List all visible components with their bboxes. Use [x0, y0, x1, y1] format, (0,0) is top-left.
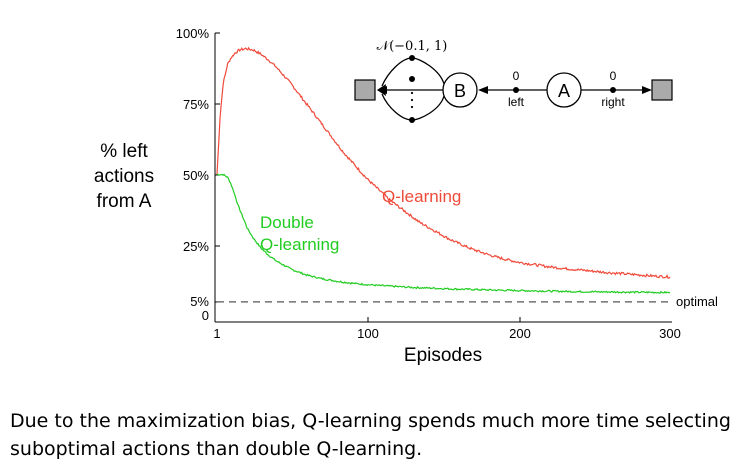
y-tick-label-5: 5%: [190, 294, 209, 309]
chart-svg: 100% 75% 50% 25% 5% 0 1 100 200 300 Epis…: [94, 26, 718, 366]
series-label-q-learning: Q-learning: [382, 187, 461, 206]
left-action-label: left: [508, 95, 525, 109]
right-reward-label: 0: [610, 69, 617, 83]
y-tick-label-50: 50%: [183, 168, 209, 183]
terminal-state-left: [354, 79, 376, 101]
reward-distribution-label: 𝒩(−0.1, 1): [377, 39, 448, 54]
left-reward-label: 0: [513, 69, 520, 83]
series-label-double-line2: Q-learning: [260, 235, 339, 254]
ellipsis-dot-1: [410, 91, 414, 95]
b-action-dot-bottom: [409, 117, 415, 123]
b-arrowhead-bottom: [377, 88, 386, 96]
right-arrowhead: [642, 86, 652, 94]
ellipsis-dot-2: [410, 98, 414, 102]
ellipsis-dot-3: [410, 105, 414, 109]
caption-text: Due to the maximization bias, Q-learning…: [10, 410, 731, 460]
x-tick-label-1: 1: [213, 326, 220, 341]
series-line-q-learning: [216, 46, 671, 279]
y-tick-label-75: 75%: [183, 97, 209, 112]
x-tick-label-200: 200: [509, 326, 531, 341]
left-arrowhead: [478, 86, 488, 94]
series-label-double-line1: Double: [260, 213, 314, 232]
y-axis-label-line1: % left: [100, 141, 148, 162]
b-action-dot-top: [409, 55, 415, 61]
mdp-inset-diagram: B A 0 left 0 right 𝒩(−0.1, 1): [354, 39, 673, 123]
right-action-label: right: [601, 95, 625, 109]
b-action-dot-middle: [409, 76, 415, 82]
state-a-label: A: [558, 81, 570, 101]
y-tick-label-25: 25%: [183, 239, 209, 254]
y-tick-label-100: 100%: [176, 26, 210, 41]
x-tick-label-100: 100: [357, 326, 379, 341]
y-axis-label-line2: actions: [94, 166, 154, 187]
state-b-label: B: [454, 81, 466, 101]
series-line-double-q-learning: [216, 173, 671, 295]
terminal-state-right: [651, 79, 673, 101]
right-action-dot: [610, 87, 616, 93]
x-axis-label: Episodes: [404, 345, 482, 366]
left-action-dot: [513, 87, 519, 93]
y-axis-label-line3: from A: [97, 191, 152, 212]
y-tick-label-0: 0: [202, 308, 209, 323]
x-tick-label-300: 300: [659, 326, 681, 341]
optimal-label: optimal: [676, 294, 718, 309]
